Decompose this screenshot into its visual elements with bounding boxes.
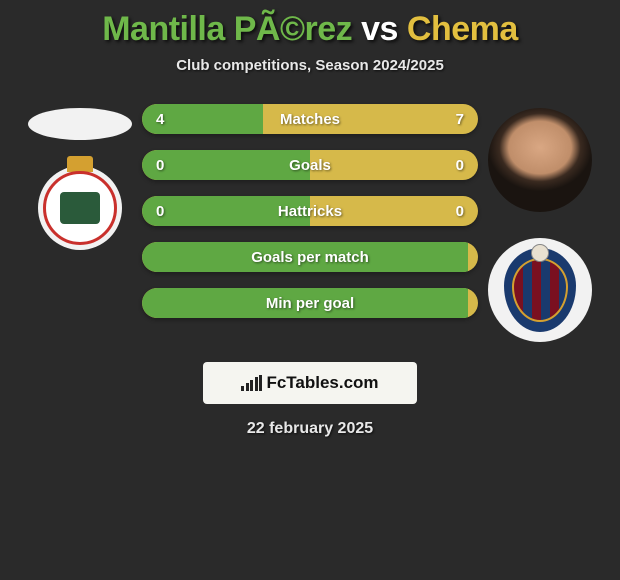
page-title: Mantilla PÃ©rez vs Chema — [0, 10, 620, 49]
stat-label: Goals per match — [142, 242, 478, 272]
stat-bar: 00Hattricks — [142, 196, 478, 226]
title-vs: vs — [352, 10, 407, 48]
stat-bar: Min per goal — [142, 288, 478, 318]
comparison-card: Mantilla PÃ©rez vs Chema Club competitio… — [0, 0, 620, 438]
player1-club-badge — [38, 166, 122, 250]
stat-bar: Goals per match — [142, 242, 478, 272]
brand-footer: FcTables.com — [203, 362, 417, 404]
stat-bar: 47Matches — [142, 104, 478, 134]
player2-avatar — [488, 108, 592, 212]
left-player-column — [24, 104, 136, 250]
comparison-row: 47Matches 00Goals 00Hattricks Goals per mat… — [0, 104, 620, 342]
subtitle: Club competitions, Season 2024/2025 — [0, 57, 620, 74]
player1-avatar — [28, 108, 132, 140]
title-player1: Mantilla PÃ©rez — [102, 10, 352, 48]
player2-club-badge — [488, 238, 592, 342]
stat-label: Goals — [142, 150, 478, 180]
footer-date: 22 february 2025 — [0, 420, 620, 438]
chart-icon — [241, 375, 262, 391]
stat-bars: 47Matches 00Goals 00Hattricks Goals per mat… — [136, 104, 484, 318]
right-player-column — [484, 104, 596, 342]
stat-bar: 00Goals — [142, 150, 478, 180]
stat-label: Matches — [142, 104, 478, 134]
brand-label: FcTables.com — [266, 373, 378, 393]
stat-label: Hattricks — [142, 196, 478, 226]
stat-label: Min per goal — [142, 288, 478, 318]
title-player2: Chema — [407, 10, 518, 48]
